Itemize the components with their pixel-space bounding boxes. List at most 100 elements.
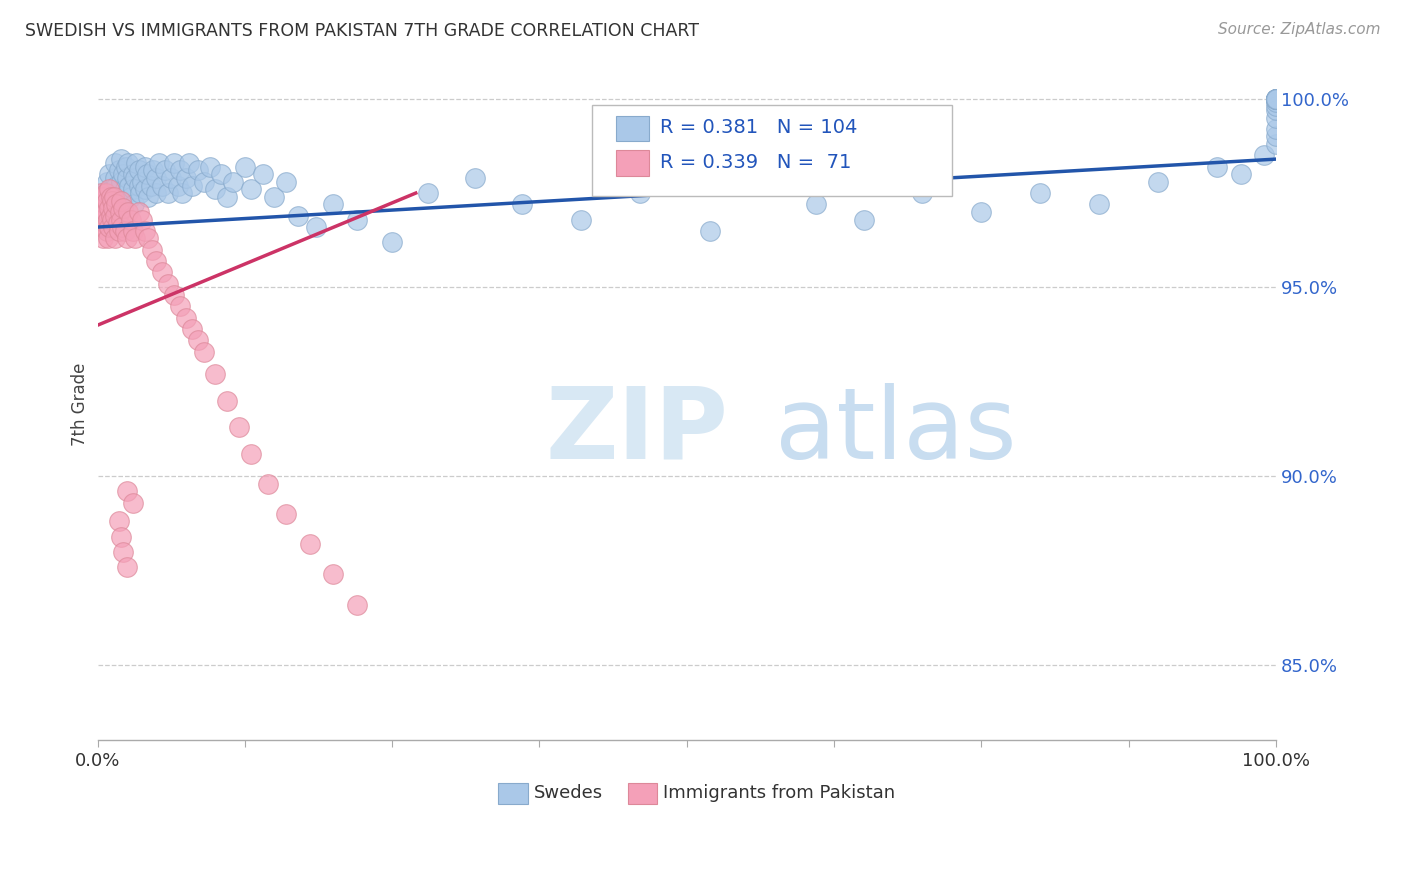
Point: [122, 182, 145, 196]
Point: [628, 186, 651, 200]
Point: [163, 288, 186, 302]
Point: [115, 231, 138, 245]
Point: [101, 201, 124, 215]
Point: [93, 216, 115, 230]
Point: [98, 220, 121, 235]
Point: [110, 194, 132, 208]
Point: [1029, 186, 1052, 200]
Point: [1147, 175, 1170, 189]
Point: [115, 171, 138, 186]
Point: [217, 190, 239, 204]
Point: [110, 175, 132, 189]
Point: [100, 212, 122, 227]
Point: [1265, 111, 1288, 125]
Point: [1253, 148, 1275, 162]
Point: [101, 201, 124, 215]
Point: [1265, 122, 1288, 136]
Point: [193, 344, 215, 359]
Point: [274, 175, 297, 189]
Point: [115, 160, 138, 174]
Text: Immigrants from Pakistan: Immigrants from Pakistan: [664, 784, 896, 803]
Point: [1265, 99, 1288, 113]
Point: [94, 205, 117, 219]
Point: [118, 178, 141, 193]
Point: [107, 515, 129, 529]
Point: [204, 182, 226, 196]
Point: [145, 186, 167, 200]
Point: [139, 178, 162, 193]
Point: [381, 235, 404, 249]
Point: [114, 182, 136, 196]
FancyBboxPatch shape: [616, 151, 650, 176]
Point: [198, 160, 221, 174]
Point: [209, 167, 232, 181]
Point: [233, 160, 256, 174]
Y-axis label: 7th Grade: 7th Grade: [72, 363, 89, 446]
Point: [239, 446, 262, 460]
Point: [115, 186, 138, 200]
Point: [96, 194, 118, 208]
Point: [93, 209, 115, 223]
Point: [125, 156, 148, 170]
Point: [322, 567, 344, 582]
Point: [104, 156, 127, 170]
Text: SWEDISH VS IMMIGRANTS FROM PAKISTAN 7TH GRADE CORRELATION CHART: SWEDISH VS IMMIGRANTS FROM PAKISTAN 7TH …: [25, 22, 699, 40]
Point: [124, 171, 146, 186]
Point: [131, 175, 153, 189]
Point: [90, 186, 112, 200]
Point: [110, 530, 132, 544]
Point: [105, 178, 128, 193]
Point: [1265, 103, 1288, 117]
Point: [217, 393, 239, 408]
Point: [180, 322, 202, 336]
Point: [150, 178, 173, 193]
Point: [911, 186, 934, 200]
Point: [112, 201, 135, 215]
Text: atlas: atlas: [775, 383, 1017, 480]
Point: [274, 507, 297, 521]
Point: [1265, 92, 1288, 106]
Point: [103, 190, 125, 204]
Point: [187, 333, 209, 347]
Point: [174, 171, 197, 186]
Point: [107, 216, 129, 230]
Point: [852, 212, 875, 227]
Point: [180, 178, 202, 193]
Point: [1265, 92, 1288, 106]
Text: ZIP: ZIP: [546, 383, 728, 480]
Point: [1265, 92, 1288, 106]
Point: [134, 160, 156, 174]
Point: [153, 163, 176, 178]
Point: [179, 156, 201, 170]
Point: [107, 163, 129, 178]
Point: [93, 231, 115, 245]
Point: [970, 205, 993, 219]
Point: [510, 197, 533, 211]
Point: [222, 175, 245, 189]
Point: [416, 186, 439, 200]
Point: [98, 190, 121, 204]
Point: [115, 484, 138, 499]
Point: [136, 190, 159, 204]
Point: [166, 178, 188, 193]
Point: [128, 178, 150, 193]
Point: [100, 190, 122, 204]
Point: [157, 186, 180, 200]
Point: [172, 186, 194, 200]
Point: [111, 194, 134, 208]
Point: [110, 212, 132, 227]
Point: [142, 163, 165, 178]
Point: [169, 299, 191, 313]
Point: [112, 167, 135, 181]
Point: [569, 212, 592, 227]
Text: Swedes: Swedes: [533, 784, 603, 803]
Point: [122, 167, 145, 181]
Point: [464, 171, 486, 186]
Point: [1265, 129, 1288, 144]
Point: [97, 231, 120, 245]
Point: [108, 205, 131, 219]
Point: [169, 163, 191, 178]
Point: [187, 163, 209, 178]
Point: [93, 186, 115, 200]
Point: [346, 212, 368, 227]
